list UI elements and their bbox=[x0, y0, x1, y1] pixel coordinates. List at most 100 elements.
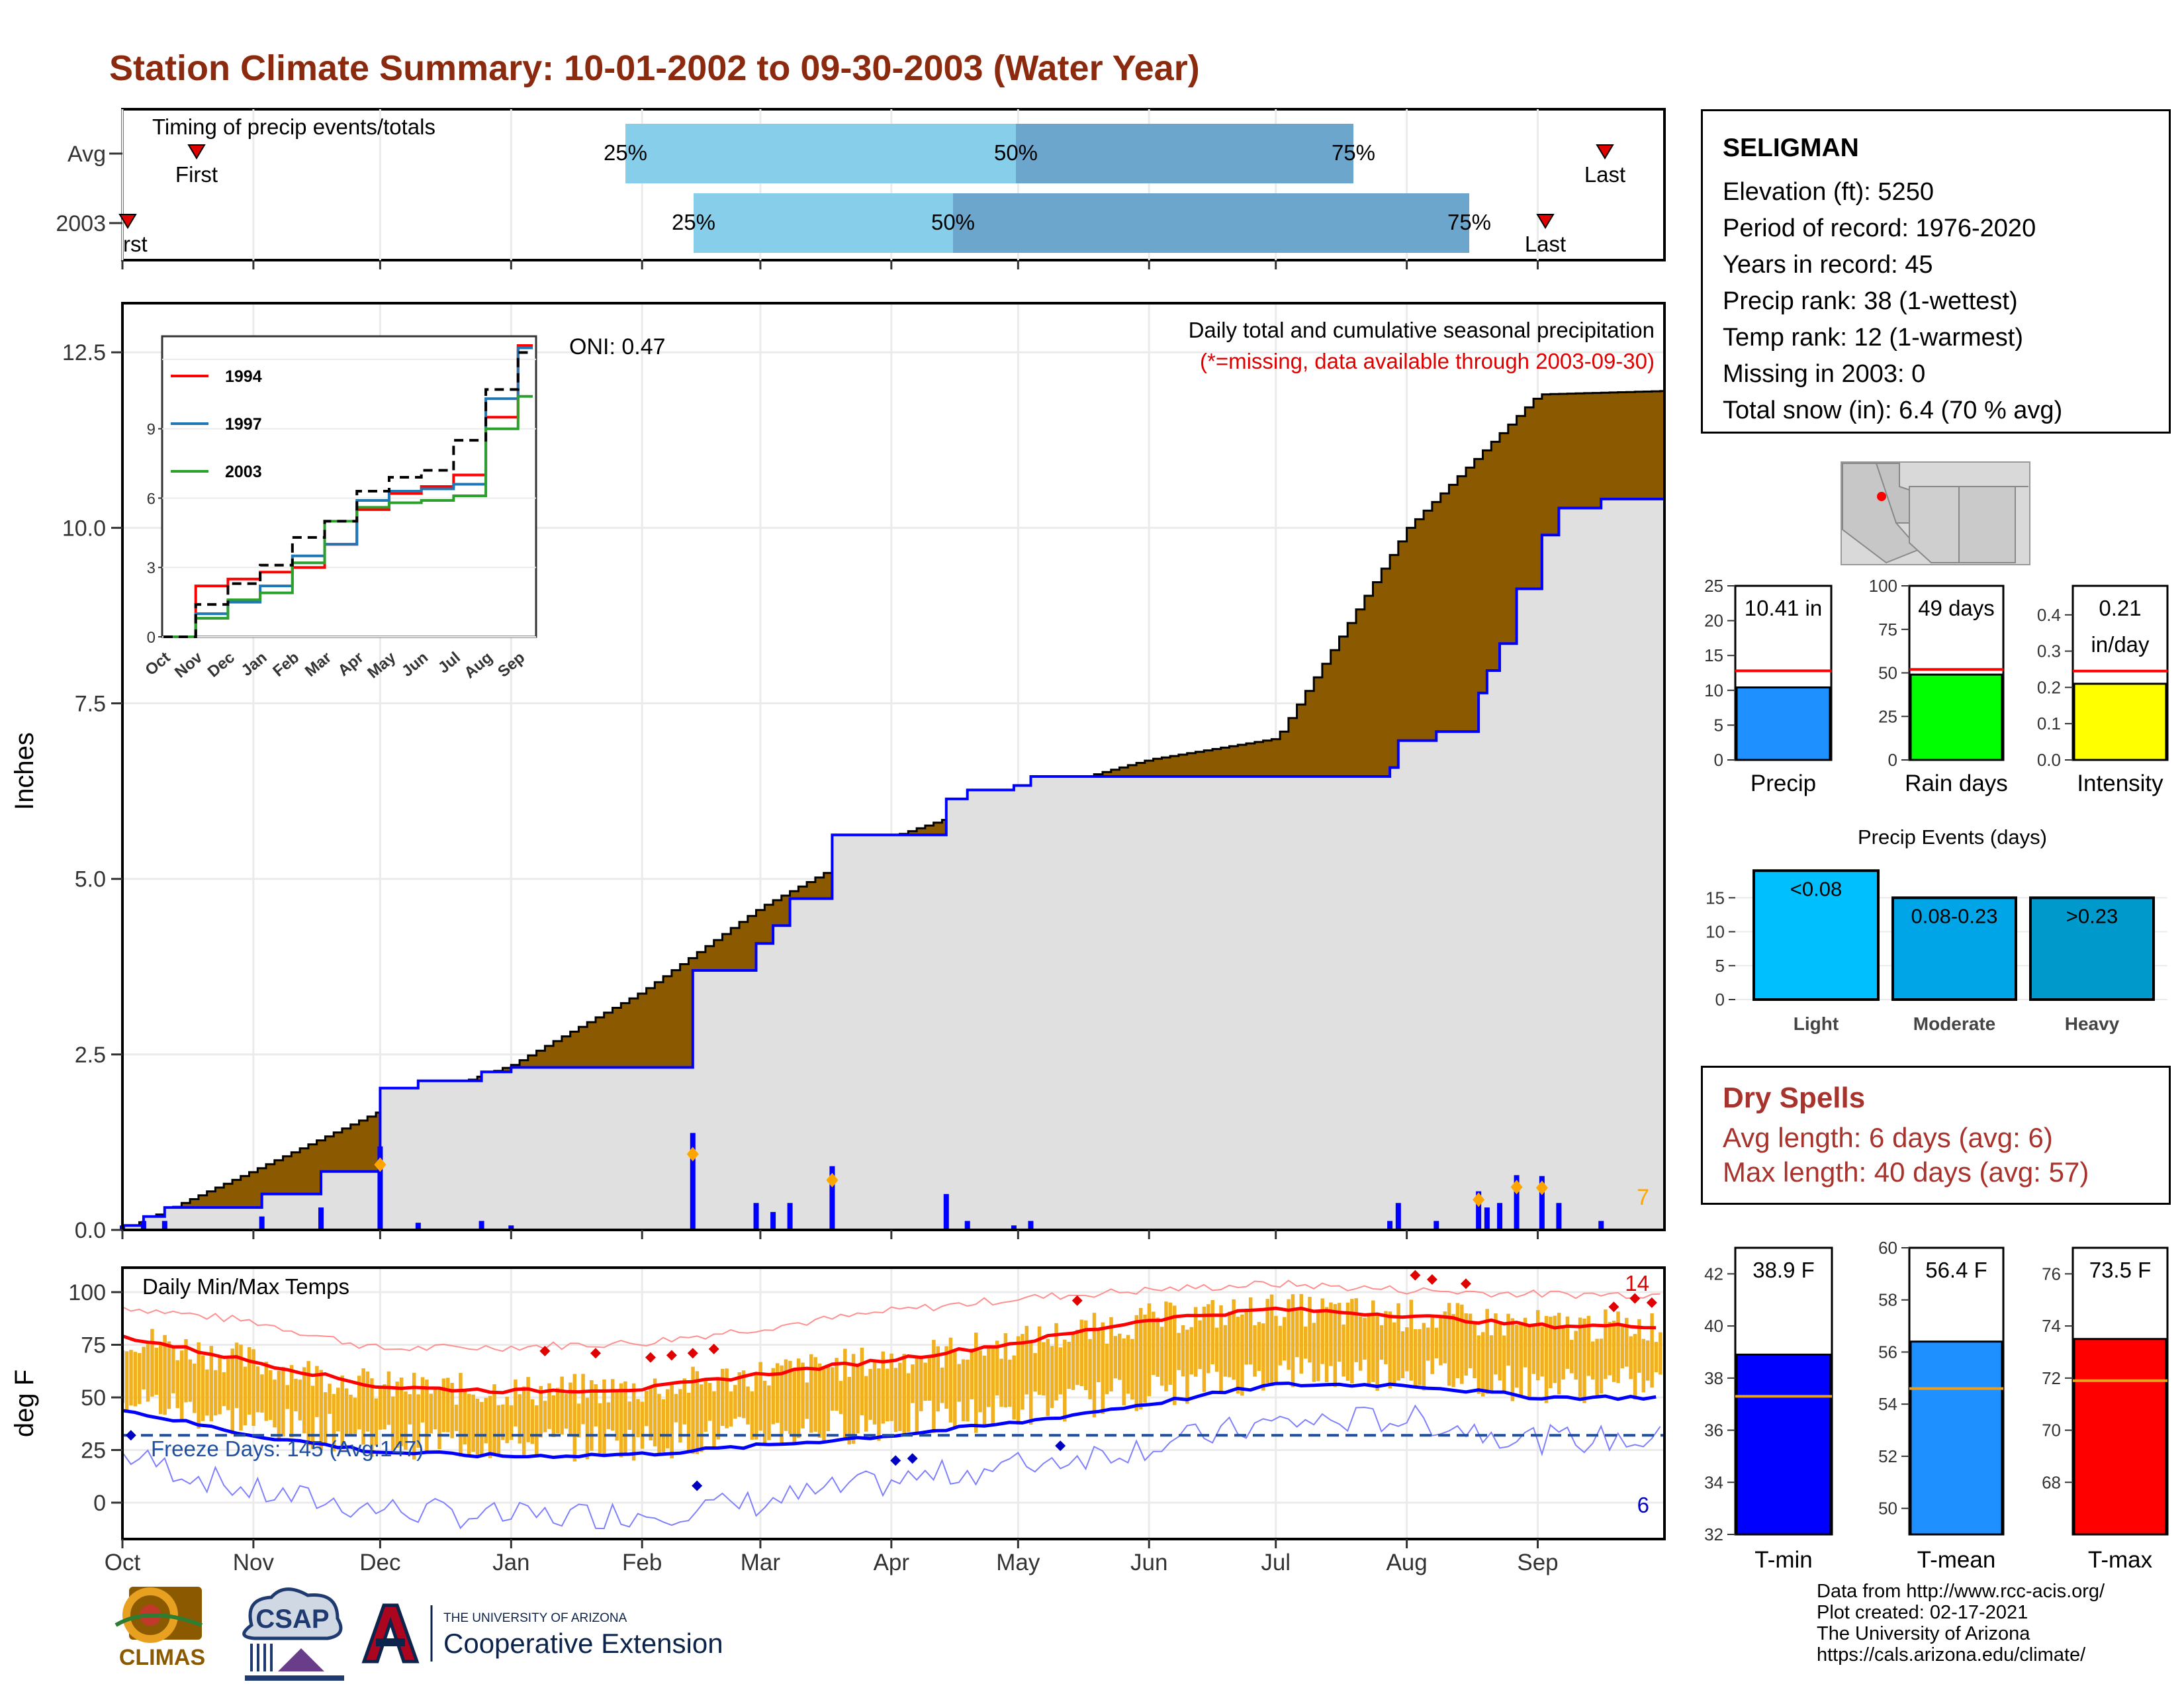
daily-temp-bar bbox=[1578, 1317, 1582, 1397]
timing-marker-label: Last bbox=[1525, 232, 1566, 256]
daily-temp-bar bbox=[1561, 1327, 1565, 1380]
daily-temp-bar bbox=[1422, 1323, 1426, 1391]
tbar-value-bar bbox=[1735, 1353, 1832, 1536]
daily-temp-bar bbox=[1641, 1338, 1646, 1393]
stat-bars: 10.41 in 0 5 10 15 20 25 Precip 49 days 0 25 50 75 10… bbox=[1704, 576, 2169, 796]
daily-temp-bar bbox=[251, 1349, 255, 1427]
daily-temp-bar bbox=[598, 1403, 602, 1454]
record-max-line bbox=[122, 1280, 1661, 1352]
daily-temp-bar bbox=[733, 1385, 737, 1419]
daily-temp-bar bbox=[429, 1393, 433, 1434]
daily-temp-bar bbox=[700, 1384, 704, 1452]
tbar-y-tick: 76 bbox=[2042, 1264, 2061, 1284]
daily-temp-bar bbox=[1075, 1329, 1079, 1385]
event-bar bbox=[2029, 896, 2155, 1001]
daily-temp-bar bbox=[1531, 1327, 1536, 1374]
daily-temp-bar bbox=[463, 1390, 467, 1445]
daily-temp-bar bbox=[1303, 1327, 1308, 1359]
daily-temp-bar bbox=[898, 1362, 902, 1431]
daily-precip-bar bbox=[1556, 1203, 1562, 1230]
climas-logo-mark: CLIMAS bbox=[114, 1587, 205, 1670]
daily-temp-bar bbox=[771, 1368, 776, 1425]
daily-temp-bar bbox=[1443, 1311, 1447, 1364]
timing-marker-label: Last bbox=[1584, 162, 1625, 187]
daily-temp-bar bbox=[492, 1384, 496, 1456]
temp-chart-title: Daily Min/Max Temps bbox=[142, 1274, 349, 1299]
daily-temp-bar bbox=[387, 1371, 391, 1425]
daily-temp-bar bbox=[1409, 1299, 1413, 1381]
daily-temp-bar bbox=[1375, 1314, 1379, 1391]
daily-precip-bar bbox=[753, 1203, 759, 1230]
events-y-tick: 10 bbox=[1706, 922, 1725, 942]
daily-temp-bar bbox=[450, 1383, 454, 1438]
daily-temp-bar bbox=[1345, 1302, 1350, 1381]
daily-precip-bar bbox=[964, 1221, 970, 1230]
daily-temp-bar bbox=[1400, 1331, 1405, 1379]
daily-temp-bar bbox=[332, 1393, 336, 1452]
station-period: Period of record: 1976-2020 bbox=[1723, 214, 2036, 242]
daily-temp-bar bbox=[530, 1399, 535, 1444]
daily-temp-bar bbox=[323, 1392, 328, 1444]
daily-temp-bar bbox=[817, 1363, 822, 1438]
daily-temp-bar bbox=[1214, 1327, 1219, 1372]
daily-temp-bar bbox=[576, 1403, 581, 1438]
daily-temp-bar bbox=[1168, 1302, 1173, 1385]
csap-logo[interactable]: CSAP bbox=[232, 1585, 351, 1685]
inset-y-tick: 9 bbox=[147, 421, 156, 439]
daily-precip-bar bbox=[1028, 1221, 1034, 1230]
daily-temp-bar bbox=[1384, 1311, 1388, 1364]
tbar-y-tick: 52 bbox=[1878, 1446, 1897, 1466]
daily-temp-bar bbox=[328, 1383, 332, 1414]
daily-temp-bar bbox=[1392, 1322, 1396, 1385]
daily-precip-bar bbox=[1011, 1225, 1017, 1230]
timing-bar-q1 bbox=[625, 124, 1016, 183]
daily-temp-bar bbox=[758, 1362, 762, 1431]
daily-temp-bar bbox=[851, 1354, 856, 1444]
precip-frame bbox=[121, 302, 1666, 1231]
inset-y-tick: 3 bbox=[147, 559, 156, 577]
event-category: Heavy bbox=[2065, 1013, 2120, 1034]
daily-temp-bar bbox=[526, 1377, 530, 1442]
daily-temp-bar bbox=[1612, 1321, 1616, 1382]
daily-peak-marker bbox=[1510, 1180, 1523, 1195]
climas-logo[interactable]: CLIMAS bbox=[109, 1585, 215, 1678]
daily-temp-bar bbox=[1097, 1329, 1101, 1383]
event-bar bbox=[1752, 869, 1880, 1001]
daily-temp-bar bbox=[1625, 1317, 1629, 1367]
daily-temp-bar bbox=[150, 1329, 154, 1397]
x-tick-label: Oct bbox=[105, 1550, 141, 1575]
daily-temp-bar bbox=[645, 1391, 649, 1427]
ua-extension-logo[interactable]: THE UNIVERSITY OF ARIZONA Cooperative Ex… bbox=[357, 1599, 754, 1671]
daily-temp-bar bbox=[686, 1392, 691, 1452]
event-bar-label: <0.08 bbox=[1790, 877, 1842, 900]
timing-marker-icon bbox=[1596, 144, 1614, 160]
daily-temp-bar bbox=[1329, 1302, 1333, 1366]
daily-temp-bar bbox=[1232, 1299, 1236, 1380]
daily-temp-bar bbox=[1570, 1340, 1574, 1374]
daily-temp-bar bbox=[154, 1347, 159, 1395]
x-tick-label: Mar bbox=[741, 1550, 781, 1575]
stat-value-label: 49 days bbox=[1918, 596, 1995, 620]
cold-count-label: 6 bbox=[1637, 1493, 1649, 1517]
daily-precip-bar bbox=[829, 1166, 835, 1230]
daily-temp-bar bbox=[805, 1382, 809, 1419]
daily-temp-bar bbox=[936, 1346, 940, 1412]
daily-temp-bar bbox=[1147, 1303, 1152, 1397]
daily-temp-bar bbox=[391, 1396, 395, 1452]
daily-precip-bar bbox=[415, 1223, 421, 1230]
timing-p75: 75% bbox=[1447, 210, 1491, 234]
ua-logo-small-text: THE UNIVERSITY OF ARIZONA bbox=[443, 1611, 627, 1625]
record-low-marker bbox=[692, 1480, 703, 1491]
daily-temp-bar bbox=[1629, 1336, 1633, 1380]
daily-temp-bar bbox=[1540, 1326, 1544, 1377]
daily-precip-bar bbox=[1497, 1203, 1503, 1230]
daily-temp-bar bbox=[1299, 1293, 1304, 1374]
daily-temp-bar bbox=[1549, 1317, 1553, 1389]
daily-temp-bar bbox=[556, 1387, 560, 1434]
daily-temp-bar bbox=[995, 1340, 999, 1396]
daily-temp-bar bbox=[1261, 1323, 1265, 1391]
daily-temp-bar bbox=[1586, 1315, 1591, 1376]
daily-temp-bar bbox=[1553, 1315, 1557, 1383]
temp-panel: 0 25 50 75 100 deg F Daily Min/Max Temps Freeze… bbox=[10, 1266, 1666, 1540]
credit-line: Data from http://www.rcc-acis.org/ bbox=[1817, 1581, 2105, 1602]
